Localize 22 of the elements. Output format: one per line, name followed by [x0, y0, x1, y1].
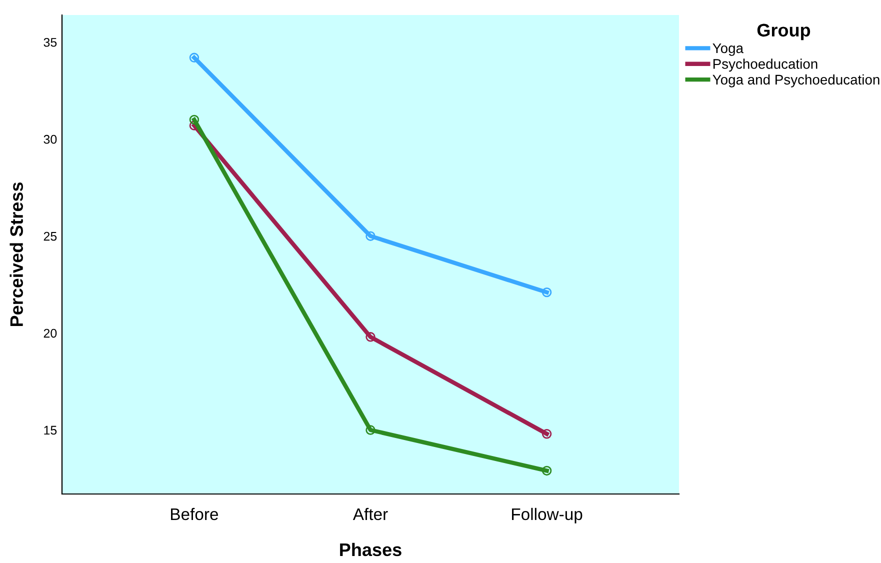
- y-tick-label: 35: [44, 38, 57, 47]
- point: [366, 425, 376, 435]
- x-axis-title: Phases: [340, 542, 402, 556]
- y-tick-label: 20: [44, 328, 57, 338]
- point: [189, 114, 200, 125]
- legend-title: Group: [757, 24, 810, 40]
- y-axis-title: Perceived Stress: [10, 182, 23, 326]
- legend-label: Psychoeducation: [713, 58, 818, 72]
- point: [542, 466, 552, 476]
- point: [542, 287, 552, 298]
- y-tick-label: 30: [44, 134, 57, 144]
- point: [366, 332, 376, 342]
- point: [366, 231, 376, 241]
- y-tick-label: 15: [44, 426, 57, 435]
- x-tick-label: After: [352, 508, 388, 520]
- y-tick-label: 25: [44, 232, 57, 241]
- x-tick-label: Before: [171, 508, 218, 520]
- x-tick-label: Follow-up: [512, 508, 582, 524]
- point: [542, 429, 552, 439]
- legend-label: Yoga and Psychoeducation: [712, 74, 880, 88]
- legend-label: Yoga: [712, 43, 744, 56]
- point: [189, 52, 200, 63]
